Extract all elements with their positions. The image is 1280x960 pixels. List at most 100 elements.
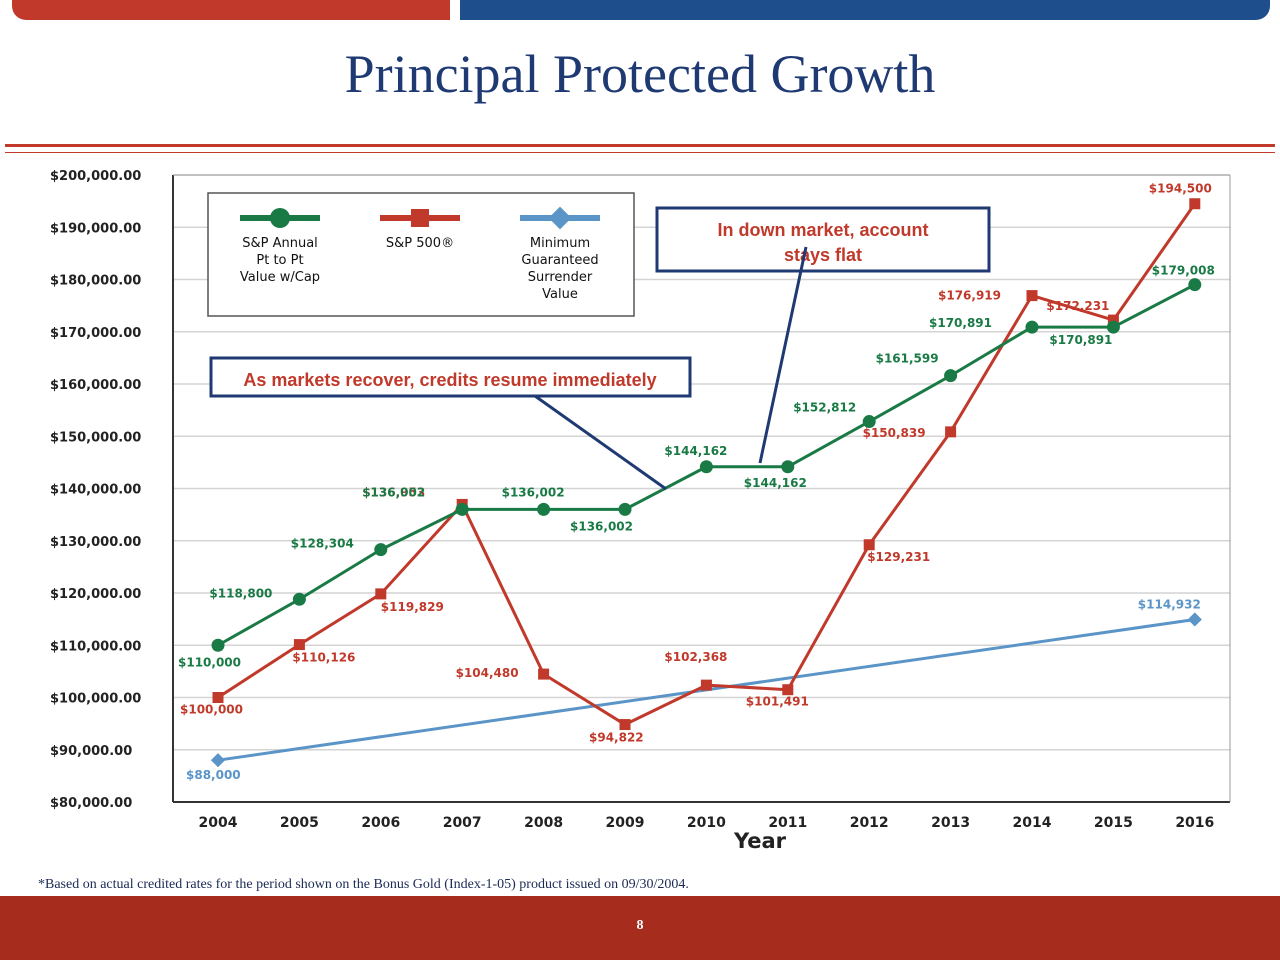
data-label: $128,304: [291, 537, 354, 551]
square-marker: [538, 668, 550, 680]
y-tick-label: $110,000.00: [50, 639, 141, 654]
circle-marker: [862, 415, 876, 429]
square-marker: [700, 679, 712, 691]
circle-marker: [211, 638, 225, 652]
data-label: $136,002: [362, 485, 425, 499]
legend-label: Minimum: [530, 236, 590, 251]
square-marker: [293, 639, 305, 651]
data-label: $100,000: [180, 703, 243, 717]
chart-series: [210, 198, 1202, 768]
circle-marker: [1106, 320, 1120, 334]
data-label: $172,231: [1046, 299, 1109, 313]
callout-pointer: [534, 394, 667, 491]
square-marker: [375, 588, 387, 600]
square-marker: [945, 426, 957, 438]
y-tick-labels: $80,000.00 $90,000.00 $100,000.00 $110,000.…: [50, 169, 141, 811]
x-tick-label: 2004: [199, 815, 238, 831]
y-tick-label: $180,000.00: [50, 274, 141, 289]
y-tick-label: $130,000.00: [50, 535, 141, 550]
callouts: In down market, account stays flat As mark…: [209, 206, 991, 491]
callout-box: [655, 206, 991, 273]
title-divider: [5, 144, 1275, 147]
data-label: $110,126: [292, 651, 355, 665]
data-label: $136,002: [502, 485, 565, 499]
x-axis-title: Year: [733, 829, 787, 853]
data-label: $110,000: [178, 655, 241, 669]
data-label: $136,002: [570, 519, 633, 533]
data-label: $170,891: [1049, 333, 1112, 347]
data-label: $119,829: [381, 600, 444, 614]
diamond-marker: [1187, 612, 1202, 627]
x-tick-label: 2009: [606, 815, 645, 831]
circle-marker: [618, 502, 632, 516]
data-label: $179,008: [1152, 264, 1215, 278]
circle-marker: [374, 543, 388, 557]
data-label: $104,480: [456, 666, 519, 680]
circle-marker: [1025, 320, 1039, 334]
chart-axes: [172, 174, 1231, 803]
chart-legend: S&P Annual Pt to Pt Value w/Cap S&P 500® Min…: [207, 192, 635, 317]
circle-marker: [699, 460, 713, 474]
page-number: 8: [636, 918, 644, 933]
data-label: $161,599: [876, 352, 939, 366]
circle-marker: [455, 502, 469, 516]
y-tick-label: $140,000.00: [50, 483, 141, 498]
data-label: $102,368: [664, 650, 727, 664]
data-label: $129,231: [867, 550, 930, 564]
callout-text: stays flat: [784, 245, 862, 265]
data-labels: $88,000 $114,932 $100,000 $110,126 $119,829 $…: [178, 182, 1215, 782]
square-marker: [1026, 290, 1038, 302]
data-label: $144,162: [664, 444, 727, 458]
circle-marker: [1188, 278, 1202, 292]
x-tick-label: 2007: [443, 815, 482, 831]
x-tick-label: 2012: [850, 815, 889, 831]
top-accent-bar-red: [12, 0, 450, 20]
data-label: $144,162: [744, 476, 807, 490]
x-tick-label: 2010: [687, 815, 726, 831]
y-tick-label: $200,000.00: [50, 169, 141, 184]
legend-label: Pt to Pt: [256, 253, 303, 268]
data-label: $101,491: [746, 695, 809, 709]
circle-marker: [944, 369, 958, 383]
data-label: $118,800: [209, 586, 272, 600]
square-marker: [1189, 198, 1201, 210]
x-tick-label: 2013: [931, 815, 970, 831]
square-marker: [411, 209, 429, 227]
legend-label: S&P 500®: [386, 236, 454, 251]
data-label: $88,000: [186, 768, 241, 782]
data-label: $114,932: [1138, 597, 1201, 611]
x-tick-label: 2014: [1013, 815, 1052, 831]
y-tick-label: $90,000.00: [50, 744, 132, 759]
legend-label: Guaranteed: [521, 253, 598, 268]
y-tick-label: $100,000.00: [50, 692, 141, 707]
square-marker: [1107, 314, 1119, 326]
callout-pointer: [758, 246, 808, 464]
data-label: $170,891: [929, 316, 992, 330]
square-marker: [782, 684, 794, 696]
y-tick-label: $160,000.00: [50, 378, 141, 393]
x-tick-label: 2015: [1094, 815, 1133, 831]
legend-label: Surrender: [528, 270, 593, 285]
footnote: *Based on actual credited rates for the …: [38, 877, 689, 892]
footer-bar: 8: [0, 896, 1280, 960]
data-label: $176,919: [938, 289, 1001, 303]
legend-label: Value: [542, 287, 578, 302]
line-chart: $80,000.00 $90,000.00 $100,000.00 $110,000.…: [50, 169, 1231, 853]
series-circle: [211, 278, 1202, 652]
y-tick-label: $150,000.00: [50, 430, 141, 445]
data-label: $152,812: [793, 401, 856, 415]
callout-box: [209, 356, 692, 398]
circle-marker: [292, 592, 306, 606]
callout-text: As markets recover, credits resume immed…: [243, 370, 656, 390]
x-tick-label: 2006: [361, 815, 400, 831]
data-label: $136,953: [362, 485, 425, 499]
y-tick-label: $170,000.00: [50, 326, 141, 341]
slide-title: Principal Protected Growth: [344, 44, 936, 104]
x-tick-labels: 2004 2005 2006 2007 2008 2009 2010 2011 2012 2013…: [199, 815, 1215, 831]
circle-marker: [537, 502, 551, 516]
x-tick-label: 2011: [768, 815, 807, 831]
callout-text: In down market, account: [717, 220, 928, 240]
data-label: $150,839: [863, 426, 926, 440]
diamond-marker: [210, 753, 226, 768]
x-tick-label: 2005: [280, 815, 319, 831]
